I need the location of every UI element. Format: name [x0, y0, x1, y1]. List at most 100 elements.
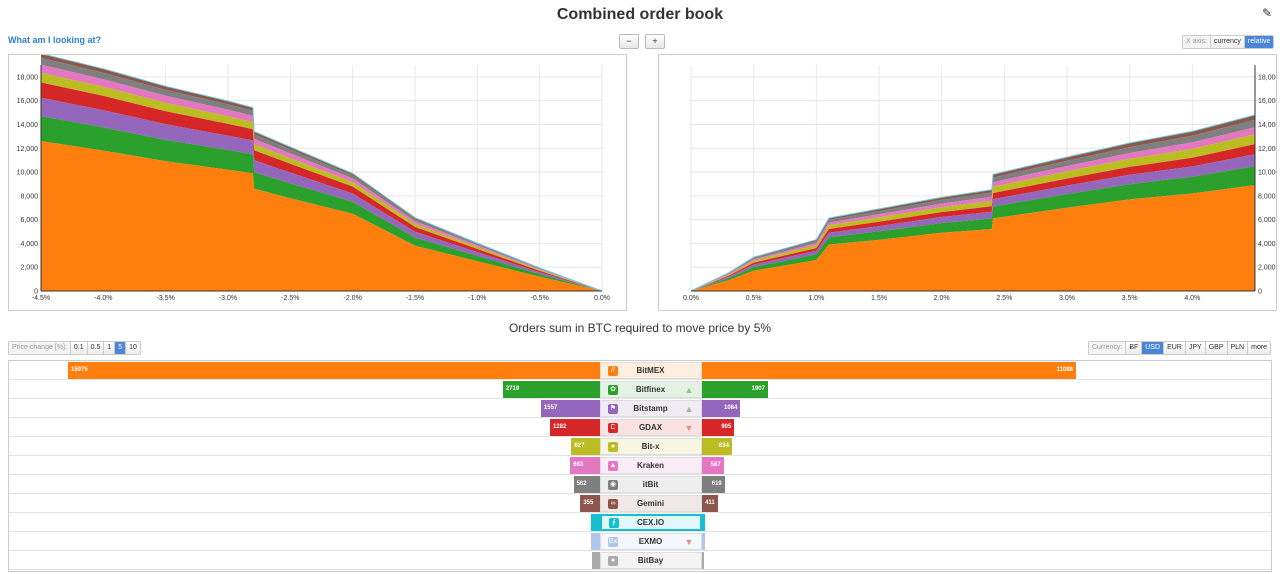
- ask-value: 834: [718, 443, 729, 449]
- currency-option-jpy[interactable]: JPY: [1185, 342, 1206, 354]
- exchange-name: Gemini: [636, 499, 665, 508]
- currency-option-pln[interactable]: PLN: [1227, 342, 1249, 354]
- bitstamp-icon: ⚑: [608, 403, 618, 414]
- exchange-row-bit-x: 627 834 ● Bit-x: [9, 437, 1271, 456]
- exchange-name: EXMO: [638, 537, 663, 546]
- price-change-option-10[interactable]: 10: [126, 342, 140, 354]
- edit-pencil-icon[interactable]: ✎: [1261, 6, 1272, 20]
- orders-sum-subtitle: Orders sum in BTC required to move price…: [508, 321, 772, 335]
- price-change-label: Price change [%]:: [9, 342, 71, 354]
- exchange-label-cex-io[interactable]: ∮ CEX.IO: [600, 514, 702, 531]
- trend-down-icon: ▼: [684, 536, 694, 547]
- exchange-label-exmo[interactable]: Ex EXMO ▼: [600, 533, 702, 550]
- gdax-icon: C: [608, 422, 618, 433]
- exchange-row-itbit: 562 619 ◉ itBit: [9, 475, 1271, 494]
- exchange-butterfly-chart: 15975 11088//BitMEX 2719 1907 ✿ Bitfinex ▲ 1557…: [8, 360, 1272, 572]
- exchange-row-bitbay: ● BitBay: [9, 551, 1271, 570]
- exchange-label-bitbay[interactable]: ● BitBay: [600, 552, 702, 569]
- trend-up-icon: ▲: [684, 384, 694, 395]
- xaxis-toggle: X axis: currency relative: [1182, 35, 1275, 49]
- y-tick-label: 8,000: [20, 193, 38, 200]
- y-tick-label: 12,000: [1258, 146, 1276, 153]
- price-change-option-0-5[interactable]: 0.5: [87, 342, 105, 354]
- price-change-option-0-1[interactable]: 0.1: [70, 342, 88, 354]
- exchange-name: Bit-x: [641, 442, 660, 451]
- y-tick-label: 0: [1258, 289, 1262, 296]
- bid-bar-cex-io: [590, 514, 600, 531]
- bid-value: 562: [576, 481, 587, 487]
- price-change-option-5[interactable]: 5: [115, 342, 127, 354]
- currency-option-gbp[interactable]: GBP: [1205, 342, 1228, 354]
- xaxis-option-relative[interactable]: relative: [1244, 36, 1274, 48]
- page-title: Combined order book: [556, 6, 724, 23]
- exchange-label-bitstamp[interactable]: ⚑ Bitstamp ▲: [600, 400, 702, 417]
- currency-toggle: Currency: ɃF USD EUR JPY GBP PLN more: [1088, 341, 1272, 355]
- exchange-label-bitmex[interactable]: // BitMEX: [600, 362, 702, 379]
- exchange-label-bit-x[interactable]: ● Bit-x: [600, 438, 702, 455]
- area-bit-x: [41, 72, 602, 291]
- zoom-out-button[interactable]: −: [619, 34, 639, 49]
- x-tick-label: 0.5%: [746, 295, 762, 302]
- depth-outline: [690, 114, 1256, 292]
- cexio-icon: ∮: [609, 517, 619, 528]
- y-tick-label: 6,000: [20, 217, 38, 224]
- y-tick-label: 0: [34, 289, 38, 296]
- y-tick-label: 8,000: [1258, 193, 1276, 200]
- currency-label: Currency:: [1089, 342, 1127, 354]
- exchange-label-gdax[interactable]: C GDAX ▼: [600, 419, 702, 436]
- xaxis-option-currency[interactable]: currency: [1211, 36, 1245, 48]
- area-itbit: [691, 119, 1255, 291]
- currency-option-more[interactable]: more: [1248, 342, 1271, 354]
- price-change-toggle: Price change [%]: 0.1 0.5 1 5 10: [8, 341, 141, 355]
- x-tick-label: 3.5%: [1122, 295, 1138, 302]
- ask-bar-gdax: 905: [696, 419, 735, 436]
- bitx-icon: ●: [608, 441, 618, 452]
- exchange-label-itbit[interactable]: ◉ itBit: [600, 476, 702, 493]
- y-tick-label: 12,000: [17, 146, 39, 153]
- exchange-row-gdax: 1282 905 C GDAX ▼: [9, 418, 1271, 437]
- x-tick-label: 0.0%: [594, 295, 610, 302]
- exchange-row-kraken: 663 587 ▲ Kraken: [9, 456, 1271, 475]
- bid-bar-exmo: [591, 533, 600, 550]
- x-tick-label: 0.0%: [683, 295, 699, 302]
- exchange-label-bitfinex[interactable]: ✿ Bitfinex ▲: [600, 381, 702, 398]
- exchange-label-kraken[interactable]: ▲ Kraken: [600, 457, 702, 474]
- bid-value: 2719: [505, 386, 520, 392]
- bid-bar-bitfinex: 2719: [502, 381, 600, 398]
- currency-option-eur[interactable]: EUR: [1164, 342, 1186, 354]
- currency-option-usd[interactable]: USD: [1142, 342, 1165, 354]
- exchange-name: itBit: [642, 480, 659, 489]
- ask-value: 619: [711, 481, 722, 487]
- y-tick-label: 10,000: [17, 170, 39, 177]
- gemini-icon: ∞: [608, 498, 618, 509]
- ask-value: 1907: [751, 386, 765, 392]
- y-tick-label: 4,000: [20, 241, 38, 248]
- bid-bar-bit-x: 627: [571, 438, 600, 455]
- exchange-label-gemini[interactable]: ∞ Gemini: [600, 495, 702, 512]
- area-bit-x: [691, 134, 1255, 291]
- bid-bar-bitmex: 15975: [68, 362, 600, 379]
- exchange-name: BitBay: [637, 556, 664, 565]
- bid-bar-gemini: 355: [580, 495, 600, 512]
- price-change-option-1[interactable]: 1: [104, 342, 116, 354]
- bid-value: 1282: [552, 424, 567, 430]
- exchange-name: BitMEX: [636, 366, 665, 375]
- bid-bar-itbit: 562: [573, 476, 600, 493]
- bid-value: 663: [573, 462, 584, 468]
- x-tick-label: 4.0%: [1184, 295, 1200, 302]
- x-tick-label: 3.0%: [1059, 295, 1075, 302]
- exchange-row-cex-io: ∮ CEX.IO: [9, 513, 1271, 532]
- currency-option-btc[interactable]: ɃF: [1126, 342, 1143, 354]
- ask-value: 1084: [724, 405, 738, 411]
- bid-value: 355: [583, 500, 594, 506]
- x-tick-label: -4.5%: [32, 295, 50, 302]
- x-tick-label: -0.5%: [531, 295, 549, 302]
- zoom-in-button[interactable]: +: [645, 34, 665, 49]
- x-tick-label: -1.0%: [468, 295, 486, 302]
- x-tick-label: 1.0%: [808, 295, 824, 302]
- exchange-name: CEX.IO: [636, 518, 665, 527]
- area-bitmex: [41, 141, 602, 291]
- ask-bar-kraken: 587: [696, 457, 724, 474]
- help-link[interactable]: What am I looking at?: [8, 35, 102, 45]
- y-tick-label: 16,000: [17, 98, 39, 105]
